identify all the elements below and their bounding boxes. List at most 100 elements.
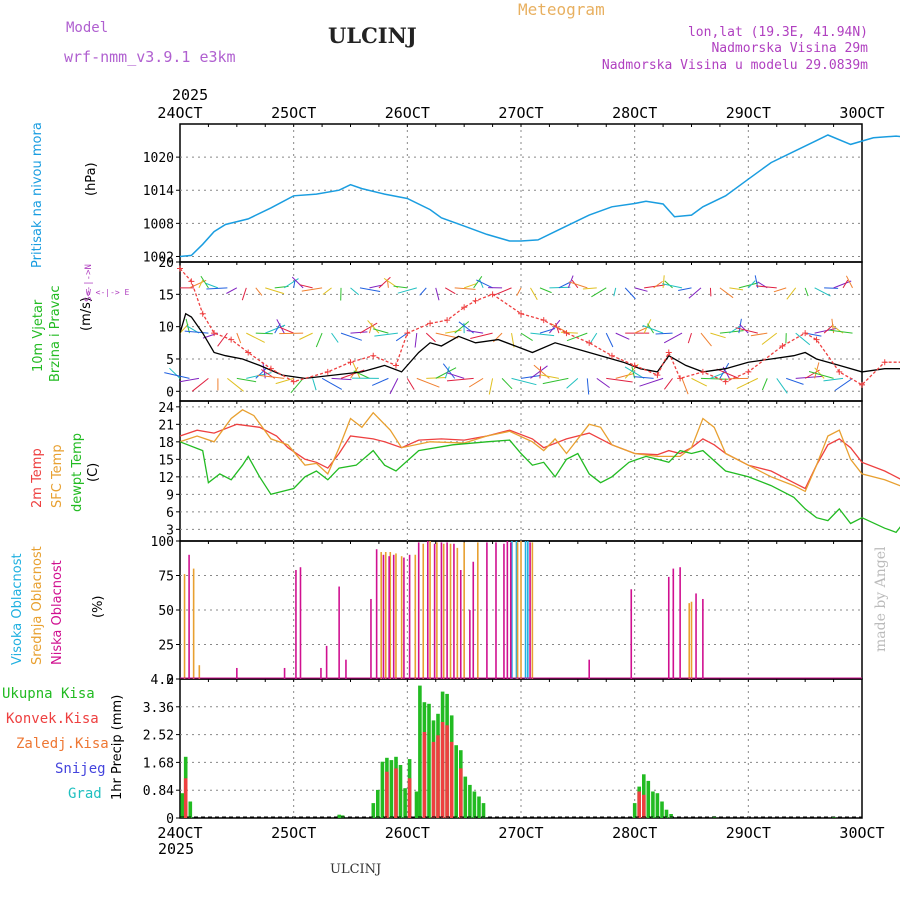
gust-marker: [608, 352, 615, 359]
ytick-label: 0: [166, 673, 174, 688]
panel-frame-4: [179, 678, 863, 819]
ytick-label: 3: [166, 523, 174, 538]
xtick-label-bottom: 29OCT: [726, 824, 771, 842]
wind-arrow: [464, 283, 477, 289]
ytick-label: 0.84: [143, 784, 174, 799]
wind-arrow: [374, 332, 398, 337]
precip-bar-ukupna kisa: [463, 776, 468, 818]
wind-arrow: [293, 279, 296, 288]
precip-legend-item: Ukupna Kisa: [2, 686, 95, 702]
wind-arrow: [416, 377, 440, 388]
precip-bar-konvekkisa: [459, 768, 463, 818]
wind-arrow: [179, 323, 189, 334]
gust-marker: [802, 330, 809, 337]
xtick-label-top: 29OCT: [726, 104, 771, 122]
wind-arrow: [615, 373, 635, 379]
gust-marker: [427, 320, 434, 327]
ytick-label: 2.52: [143, 729, 174, 744]
wind-arrow: [663, 378, 673, 390]
temp-axis-label: 2m Temp: [30, 448, 45, 508]
wind-arrow: [359, 287, 381, 292]
gust-marker: [461, 304, 468, 311]
wind-arrow: [842, 279, 849, 289]
precip-bar-konvekkisa: [431, 741, 436, 818]
wind-arrow: [624, 287, 636, 300]
wind-arrow: [808, 371, 834, 379]
wind-arrow: [340, 369, 365, 379]
ytick-label: 1014: [143, 184, 174, 199]
wind-arrow: [735, 327, 758, 334]
precip-bar-ukupna kisa: [380, 761, 385, 818]
gust-marker: [654, 372, 661, 379]
wind-arrow: [845, 275, 853, 289]
gust-marker: [722, 378, 729, 385]
wind-arrow: [315, 332, 323, 348]
year-top-label: 2025: [172, 86, 208, 104]
wind-arrow: [739, 324, 749, 334]
wind-arrow: [435, 332, 459, 339]
wind-arrow: [530, 332, 555, 337]
grid-lines: [176, 124, 863, 819]
gust-marker: [199, 310, 206, 317]
precip-bar-ukupna kisa: [664, 809, 669, 818]
ytick-label: 3.36: [143, 701, 174, 716]
xtick-label-bottom: 24OCT: [157, 824, 202, 842]
wind-arrow: [566, 332, 588, 342]
precip-bar-ukupna kisa: [454, 745, 458, 818]
wind-arrow: [678, 287, 692, 291]
ytick-label: 5: [166, 353, 174, 368]
wind-arrow: [596, 377, 610, 389]
wind-arrow: [276, 319, 285, 334]
wind-arrow: [283, 278, 299, 289]
wind-arrow: [468, 377, 484, 388]
gust-marker: [836, 368, 843, 375]
wind-arrow: [389, 378, 399, 395]
ytick-label: 0: [166, 812, 174, 827]
wind-arrow: [241, 287, 247, 301]
wind-axis-label: Brzina i Pravac: [48, 285, 63, 382]
xtick-label-bottom: 27OCT: [498, 824, 543, 842]
wind-arrow: [567, 275, 574, 289]
model-label: Model: [66, 20, 108, 36]
gust-marker: [290, 378, 297, 385]
precip-bar-ukupna kisa: [632, 803, 637, 818]
ytick-label: 24: [158, 401, 174, 416]
wind-arrow: [350, 287, 360, 296]
wind-arrow: [568, 281, 588, 289]
gust-marker: [188, 278, 195, 285]
wind-arrow: [473, 276, 483, 289]
gust-marker: [404, 330, 411, 337]
precip-bar-konvekkisa: [440, 722, 445, 818]
wind-arrow: [700, 332, 712, 347]
xtick-label-bottom: 28OCT: [612, 824, 657, 842]
wind-arrow: [470, 332, 493, 339]
gust-marker: [267, 365, 274, 372]
ytick-label: 9: [166, 488, 174, 503]
altitude-label: Nadmorska Visina 29m: [711, 41, 868, 56]
gust-marker: [472, 297, 479, 304]
precip-bar-konvekkisa: [436, 735, 440, 818]
wind-arrow: [558, 282, 570, 289]
temp-axis-label: SFC Temp: [50, 444, 65, 508]
gust-marker: [245, 349, 252, 356]
wind-arrow: [710, 371, 728, 379]
wind-arrow: [520, 332, 533, 342]
ytick-label: 15: [158, 453, 174, 468]
precip-bar-ukupna kisa: [651, 791, 655, 818]
wind-arrow: [179, 377, 200, 383]
wind-arrow: [550, 323, 569, 334]
wind-arrow: [691, 377, 708, 387]
wind-arrow: [516, 287, 522, 297]
wind-arrow: [814, 287, 831, 297]
wind-arrow: [591, 287, 607, 298]
ytick-label: 0: [166, 385, 174, 400]
wind-arrow: [729, 325, 742, 334]
chart-marks: [164, 134, 900, 819]
wind-arrow: [761, 378, 768, 391]
wind-arrow: [198, 279, 204, 289]
model-label-text: Model: [66, 20, 109, 36]
xtick-label-top: 24OCT: [157, 104, 202, 122]
precip-bar-konvekkisa: [394, 768, 398, 818]
precip-legend-item: Snijeg: [55, 761, 106, 777]
wind-arrow: [367, 320, 380, 334]
